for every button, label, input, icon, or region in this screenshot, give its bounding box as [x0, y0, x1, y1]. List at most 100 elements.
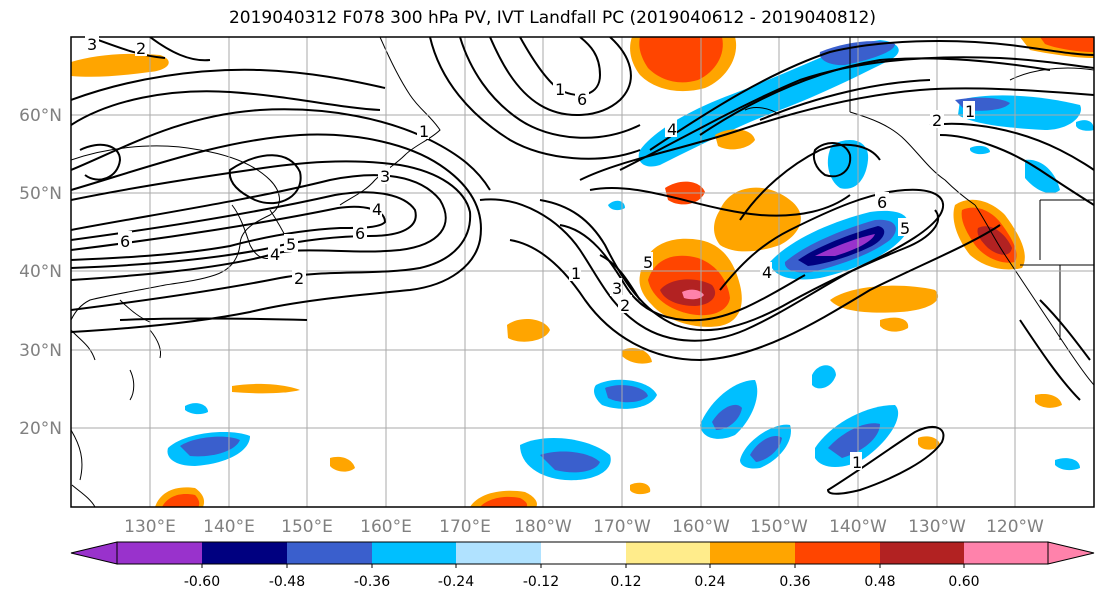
- contour-label: 6: [120, 232, 130, 251]
- contour-label: 1: [571, 264, 581, 283]
- contour-label: 1: [965, 102, 975, 121]
- fill-positive: [682, 289, 704, 300]
- fill-negative: [1055, 458, 1080, 471]
- contour-label: 4: [372, 200, 382, 219]
- fill-negative: [712, 404, 742, 430]
- fill-negative: [608, 200, 625, 211]
- colorbar-outline: [116, 541, 1049, 565]
- pv-contours: [71, 37, 1094, 495]
- contour-label: 3: [380, 167, 390, 186]
- map-title: 2019040312 F078 300 hPa PV, IVT Landfall…: [228, 8, 876, 28]
- contour-label: 3: [87, 35, 97, 54]
- fill-positive: [630, 482, 651, 495]
- colorbar-extend-min: [70, 541, 118, 565]
- colorbar-swatch: [117, 542, 202, 564]
- fill-negative: [605, 385, 648, 403]
- lat-label: 20°N: [19, 419, 62, 439]
- contour-label: 4: [762, 263, 772, 282]
- contour-label: 4: [270, 245, 280, 264]
- fill-negative: [540, 451, 600, 473]
- colorbar-tick-label: 0.60: [948, 574, 979, 590]
- lon-label: 160°E: [360, 517, 412, 537]
- fill-positive: [480, 496, 528, 507]
- colorbar-swatch: [795, 542, 880, 564]
- colorbar-tick-label: 0.12: [610, 574, 641, 590]
- lon-label: 140°E: [203, 517, 255, 537]
- colorbar-tick-label: -0.12: [523, 574, 559, 590]
- contour-label: 6: [877, 193, 887, 212]
- contour-label: 5: [286, 235, 296, 254]
- colorbar-tick-label: -0.60: [184, 574, 220, 590]
- fill-negative: [828, 423, 880, 458]
- contour-label: 2: [620, 296, 630, 315]
- lon-label: 150°E: [281, 517, 333, 537]
- colorbar-tick-label: 0.24: [694, 574, 725, 590]
- lat-label: 60°N: [19, 106, 62, 126]
- colorbar-swatch: [541, 542, 626, 564]
- fill-negative: [1025, 159, 1060, 194]
- fill-negative: [970, 145, 990, 155]
- colorbar-tick-label: -0.48: [269, 574, 305, 590]
- colorbar-swatch: [880, 542, 964, 564]
- lon-label: 140°W: [829, 517, 887, 537]
- colorbar-tick-label: 0.36: [779, 574, 810, 590]
- fill-negative: [185, 403, 208, 415]
- colorbar-swatch: [287, 542, 372, 564]
- contour-label: 2: [294, 269, 304, 288]
- lat-label: 40°N: [19, 262, 62, 282]
- fill-positive: [830, 285, 939, 313]
- contour-label: 3: [612, 279, 622, 298]
- contour-label-group: 3 2 6 5 4 2 1 3 4 6 1 3 2 5 4 6 5 4 2: [85, 34, 975, 472]
- fill-positive: [622, 348, 652, 364]
- contour-label: 4: [667, 120, 677, 139]
- map-frame: [70, 36, 1095, 508]
- fill-positive: [1040, 37, 1094, 52]
- colorbar-swatch: [964, 542, 1048, 564]
- colorbar-swatch: [456, 542, 541, 564]
- fill-positive: [880, 317, 909, 332]
- colorbar-swatch: [710, 542, 795, 564]
- plot-area: [71, 37, 1094, 507]
- lon-label: 130°E: [124, 517, 176, 537]
- fill-positive: [330, 456, 355, 472]
- lon-label: 160°W: [672, 517, 730, 537]
- contour-label: 6: [577, 90, 587, 109]
- contour-label: 1: [419, 122, 429, 141]
- colorbar-swatch: [372, 542, 456, 564]
- colorbar-tick-label: -0.24: [438, 574, 474, 590]
- contour-label: 6: [355, 224, 365, 243]
- lon-label: 170°W: [593, 517, 651, 537]
- lon-label: 150°W: [750, 517, 808, 537]
- fill-positive: [162, 494, 200, 507]
- fill-positive: [232, 383, 300, 394]
- contour-label: 5: [900, 219, 910, 238]
- fill-negative: [180, 436, 240, 457]
- contour-label: 2: [136, 39, 146, 58]
- lon-label: 130°W: [908, 517, 966, 537]
- lat-labels: 60°N 50°N 40°N 30°N 20°N: [19, 106, 62, 439]
- contour-label: 1: [852, 453, 862, 472]
- fill-positive: [71, 53, 169, 77]
- lat-label: 50°N: [19, 184, 62, 204]
- fill-negative: [1076, 120, 1094, 131]
- lon-label: 170°E: [439, 517, 491, 537]
- fill-negative: [750, 435, 782, 462]
- fill-positive: [639, 37, 723, 83]
- lon-labels: 130°E 140°E 150°E 160°E 170°E 180°W 170°…: [124, 517, 1044, 537]
- contour-label: 5: [643, 253, 653, 272]
- contour-label: 1: [555, 80, 565, 99]
- colorbar-tick-label: 0.48: [864, 574, 895, 590]
- colorbar-extend-max: [1047, 541, 1095, 565]
- fill-negative: [819, 41, 895, 66]
- colorbar: -0.60 -0.48 -0.36 -0.24 -0.12 0.12 0.24 …: [70, 541, 1095, 590]
- colorbar-swatch: [202, 542, 287, 564]
- lon-label: 180°W: [514, 517, 572, 537]
- fill-positive: [507, 318, 550, 342]
- fill-negative: [815, 234, 875, 256]
- colorbar-swatch: [626, 542, 710, 564]
- fill-positive: [1035, 394, 1062, 408]
- lon-label: 120°W: [986, 517, 1044, 537]
- fill-negative: [812, 365, 836, 389]
- lat-label: 30°N: [19, 341, 62, 361]
